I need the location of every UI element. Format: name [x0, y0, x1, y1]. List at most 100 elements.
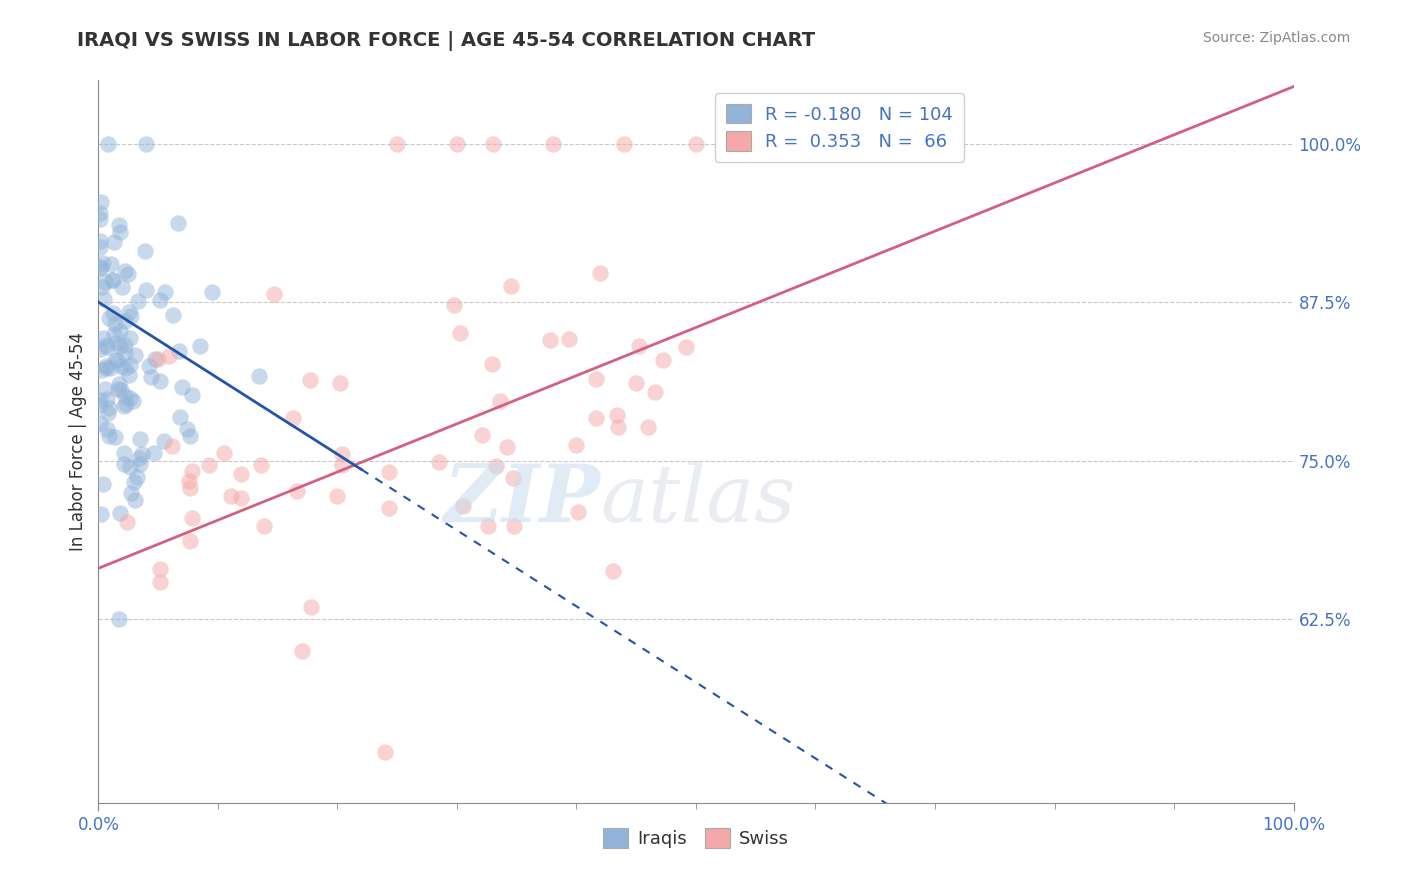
Point — [97, 405, 120, 419]
Point — [97, 428, 120, 442]
Point — [585, 372, 607, 386]
Point — [166, 216, 188, 230]
Point — [329, 376, 352, 390]
Point — [90, 260, 112, 275]
Point — [90, 195, 112, 210]
Point — [198, 458, 221, 473]
Point — [97, 136, 120, 151]
Point — [176, 422, 198, 436]
Point — [107, 376, 129, 391]
Point — [110, 359, 132, 373]
Y-axis label: In Labor Force | Age 45-54: In Labor Force | Age 45-54 — [69, 332, 87, 551]
Point — [541, 136, 564, 151]
Point — [446, 136, 468, 151]
Point — [263, 286, 285, 301]
Point — [153, 434, 176, 448]
Point — [219, 489, 242, 503]
Point — [502, 470, 524, 484]
Point — [94, 382, 117, 396]
Point — [117, 267, 139, 281]
Point — [96, 340, 118, 354]
Point — [180, 464, 202, 478]
Point — [281, 410, 304, 425]
Point — [120, 391, 142, 405]
Point — [90, 280, 112, 294]
Point — [488, 394, 510, 409]
Point — [120, 460, 142, 475]
Point — [118, 305, 141, 319]
Point — [149, 293, 172, 308]
Point — [540, 333, 562, 347]
Point — [93, 292, 115, 306]
Point — [607, 420, 630, 434]
Point — [91, 477, 114, 491]
Point — [89, 343, 111, 357]
Point — [122, 475, 145, 489]
Text: Source: ZipAtlas.com: Source: ZipAtlas.com — [1202, 31, 1350, 45]
Point — [90, 507, 112, 521]
Point — [180, 511, 202, 525]
Point — [108, 339, 131, 353]
Text: IRAQI VS SWISS IN LABOR FORCE | AGE 45-54 CORRELATION CHART: IRAQI VS SWISS IN LABOR FORCE | AGE 45-5… — [77, 31, 815, 51]
Point — [149, 562, 172, 576]
Point — [160, 439, 183, 453]
Text: atlas: atlas — [600, 460, 796, 538]
Point — [115, 515, 138, 529]
Point — [157, 349, 180, 363]
Point — [89, 206, 111, 220]
Point — [120, 486, 142, 500]
Point — [94, 359, 117, 373]
Point — [247, 368, 270, 383]
Point — [378, 465, 401, 479]
Point — [115, 396, 138, 410]
Point — [162, 308, 184, 322]
Point — [644, 385, 666, 400]
Point — [101, 273, 124, 287]
Point — [114, 314, 136, 328]
Point — [101, 273, 124, 287]
Point — [104, 353, 127, 368]
Point — [477, 518, 499, 533]
Point — [231, 491, 253, 505]
Point — [231, 467, 253, 481]
Point — [745, 136, 768, 151]
Point — [606, 408, 628, 422]
Point — [589, 266, 612, 280]
Point — [120, 331, 142, 345]
Point — [374, 745, 396, 759]
Point — [94, 338, 117, 352]
Point — [127, 294, 149, 309]
Point — [107, 218, 129, 232]
Point — [449, 326, 471, 340]
Point — [118, 368, 141, 383]
Point — [93, 276, 115, 290]
Point — [626, 376, 648, 391]
Point — [89, 392, 111, 407]
Point — [114, 399, 136, 413]
Point — [97, 311, 120, 326]
Point — [89, 211, 111, 226]
Point — [98, 360, 121, 375]
Point — [169, 409, 191, 424]
Point — [179, 481, 201, 495]
Point — [110, 506, 132, 520]
Point — [138, 359, 160, 373]
Point — [155, 285, 177, 299]
Point — [146, 351, 169, 366]
Point — [89, 398, 111, 412]
Point — [104, 336, 127, 351]
Point — [499, 279, 522, 293]
Point — [143, 446, 166, 460]
Point — [89, 416, 111, 430]
Legend: Iraqis, Swiss: Iraqis, Swiss — [596, 821, 796, 855]
Point — [177, 474, 200, 488]
Point — [172, 380, 194, 394]
Point — [131, 447, 153, 461]
Point — [637, 420, 659, 434]
Point — [128, 451, 150, 466]
Point — [110, 384, 132, 398]
Point — [285, 484, 308, 499]
Point — [89, 240, 111, 254]
Point — [112, 446, 135, 460]
Point — [91, 363, 114, 377]
